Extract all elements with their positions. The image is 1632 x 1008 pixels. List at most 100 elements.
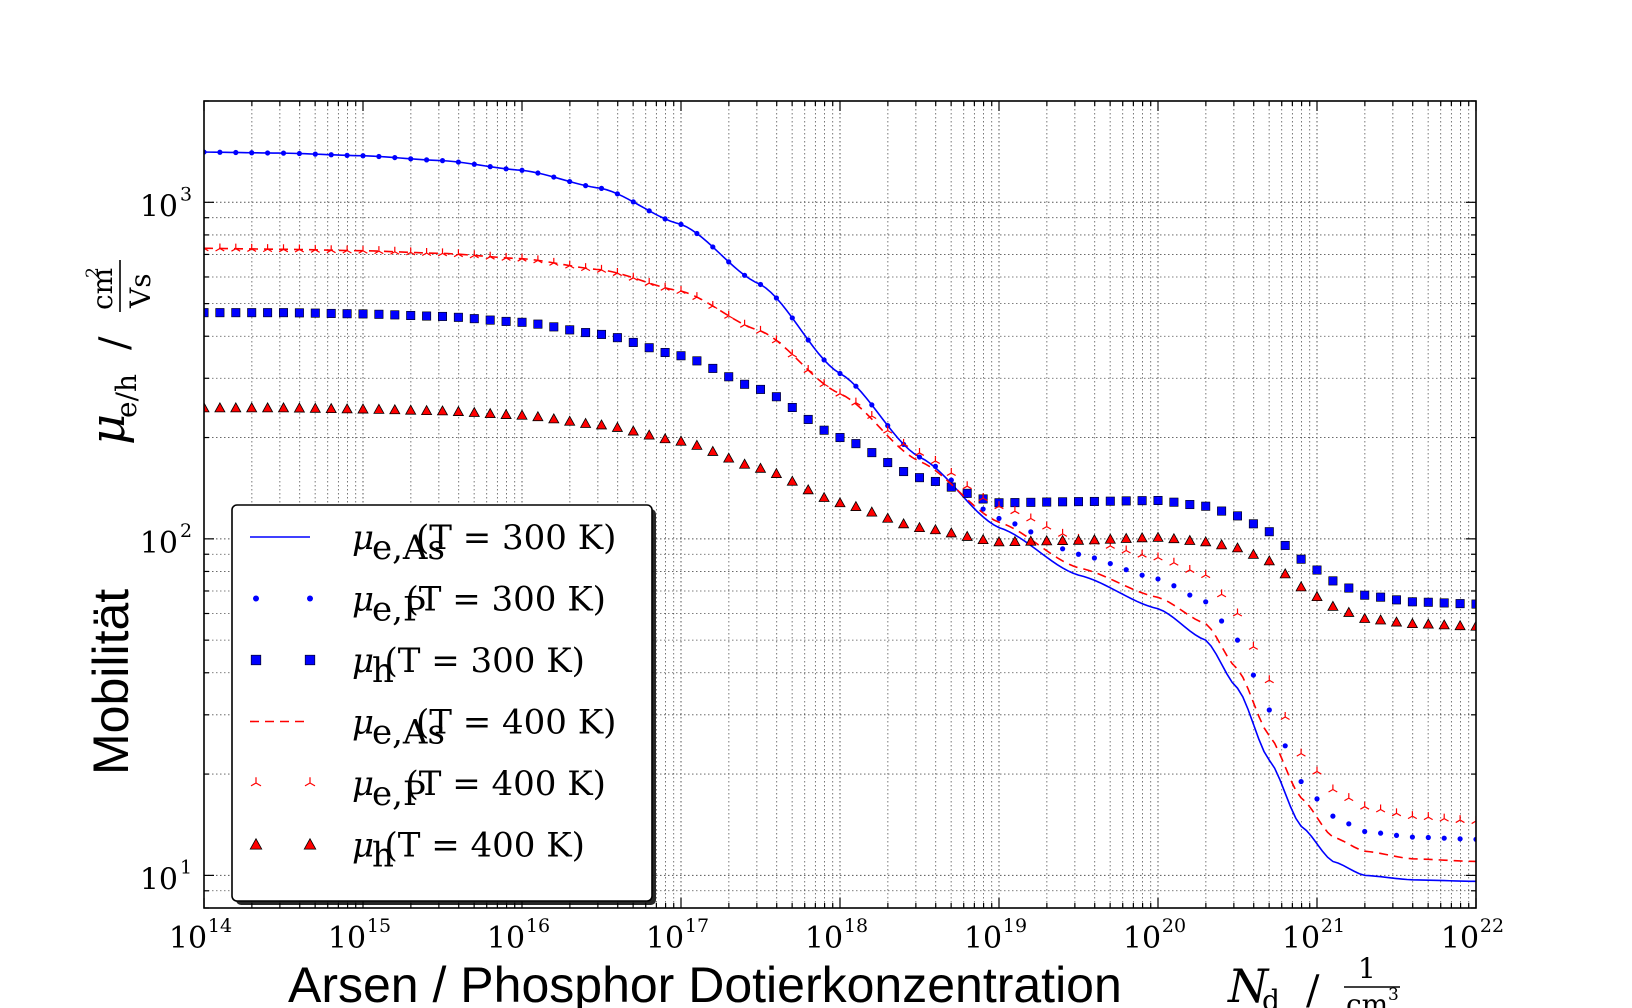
data-point [1312, 766, 1322, 775]
data-point [424, 157, 430, 163]
data-point [754, 462, 767, 473]
data-point [246, 402, 258, 413]
data-point [420, 404, 433, 416]
x-tick-label: 10 [487, 921, 525, 956]
data-point [1439, 813, 1449, 822]
data-point [405, 404, 417, 415]
data-point [1362, 828, 1368, 835]
legend-symbol: μ [352, 641, 374, 681]
series-5 [204, 243, 1476, 825]
data-point [214, 402, 226, 413]
legend-symbol: μ [352, 703, 374, 743]
data-point [487, 164, 493, 170]
data-point [1360, 801, 1370, 810]
data-point [549, 257, 559, 266]
data-point [406, 247, 416, 256]
data-point [408, 156, 414, 162]
data-point [1026, 497, 1036, 507]
data-point [946, 482, 956, 492]
legend-symbol: μ [352, 580, 374, 620]
data-point [885, 423, 891, 429]
legend-label: (T = 300 K) [385, 641, 585, 681]
data-point [533, 319, 543, 329]
y-tick-label-exponent: 3 [180, 183, 192, 205]
x-axis-label-text: Arsen / Phosphor Dotierkonzentration [288, 957, 1122, 1008]
data-point [374, 246, 384, 255]
data-point [471, 161, 477, 167]
data-point [390, 310, 400, 320]
data-point [1327, 600, 1339, 611]
y-tick-label: 10 [140, 189, 178, 224]
data-point [883, 458, 893, 468]
data-point [834, 496, 846, 508]
data-point [358, 245, 368, 254]
x-axis-symbol-sub: d [1262, 984, 1280, 1008]
data-point [1028, 529, 1034, 535]
data-point [1057, 528, 1068, 537]
data-point [278, 244, 289, 253]
data-point [612, 333, 622, 343]
data-point [548, 413, 560, 424]
data-point [1423, 597, 1433, 607]
data-point [1231, 542, 1244, 553]
data-point [993, 535, 1005, 547]
data-point [978, 493, 988, 502]
data-point [469, 250, 479, 259]
data-point [580, 263, 591, 272]
data-point [1407, 811, 1418, 820]
y-tick-label-exponent: 2 [180, 520, 192, 542]
data-point [1187, 592, 1193, 598]
data-point [1088, 534, 1101, 545]
data-point [357, 403, 369, 414]
data-point [757, 281, 764, 288]
data-point [535, 170, 541, 176]
legend-symbol-sub: e,P [372, 590, 426, 630]
data-point [501, 316, 511, 326]
data-point [1010, 498, 1020, 508]
data-point [707, 445, 719, 456]
data-point [692, 356, 702, 366]
data-point [1344, 793, 1354, 802]
data-point [1091, 555, 1097, 561]
data-point [247, 243, 257, 252]
series-line [204, 247, 1476, 863]
data-point [869, 402, 875, 408]
data-point [341, 403, 353, 414]
data-point [1042, 497, 1052, 507]
legend-symbol-sub: e,P [372, 774, 426, 814]
data-point [280, 150, 287, 156]
data-point [389, 403, 401, 415]
data-point [595, 419, 608, 430]
x-tick-label: 10 [805, 921, 843, 956]
x-axis-unit-denominator: cm [1346, 988, 1388, 1008]
data-point [962, 481, 972, 490]
data-point [771, 335, 782, 344]
data-point [310, 308, 320, 318]
data-point [1060, 546, 1066, 552]
data-point [675, 435, 687, 446]
data-point [755, 384, 765, 394]
data-point [786, 475, 798, 486]
data-point [436, 405, 449, 416]
data-point [342, 309, 352, 319]
data-point [1121, 496, 1131, 506]
data-point [1009, 535, 1021, 546]
series-layer [204, 149, 1476, 883]
data-point [517, 317, 527, 327]
data-point [1296, 554, 1306, 564]
legend-entry-5: μe,P(T = 400 K) [250, 764, 606, 814]
data-point [439, 158, 446, 164]
data-point [898, 438, 909, 447]
legend-symbol: μ [352, 826, 374, 866]
data-point [581, 328, 591, 338]
data-point [1041, 535, 1053, 546]
data-point [739, 319, 750, 328]
data-point [468, 406, 480, 417]
legend-label: (T = 300 K) [406, 580, 606, 620]
data-point [851, 439, 861, 449]
data-point [1216, 589, 1227, 598]
data-point [819, 425, 829, 435]
data-point [930, 476, 940, 486]
data-point [1280, 540, 1290, 550]
